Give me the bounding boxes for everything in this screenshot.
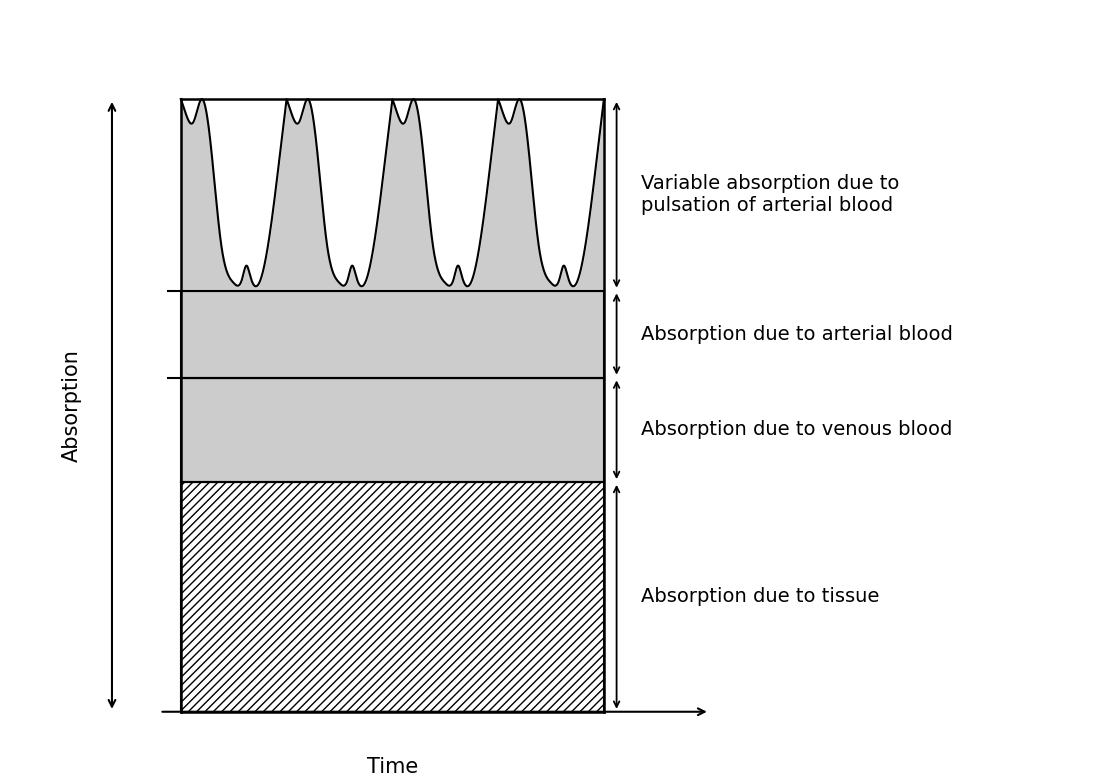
Text: Time: Time [367, 757, 418, 776]
Bar [181, 290, 604, 378]
Bar [181, 482, 604, 712]
Text: Absorption due to tissue: Absorption due to tissue [641, 587, 879, 606]
Text: Absorption due to venous blood: Absorption due to venous blood [641, 421, 952, 439]
Text: Absorption: Absorption [62, 349, 82, 462]
Bar [181, 378, 604, 482]
Text: Absorption due to arterial blood: Absorption due to arterial blood [641, 324, 953, 344]
Text: Variable absorption due to
pulsation of arterial blood: Variable absorption due to pulsation of … [641, 175, 899, 215]
